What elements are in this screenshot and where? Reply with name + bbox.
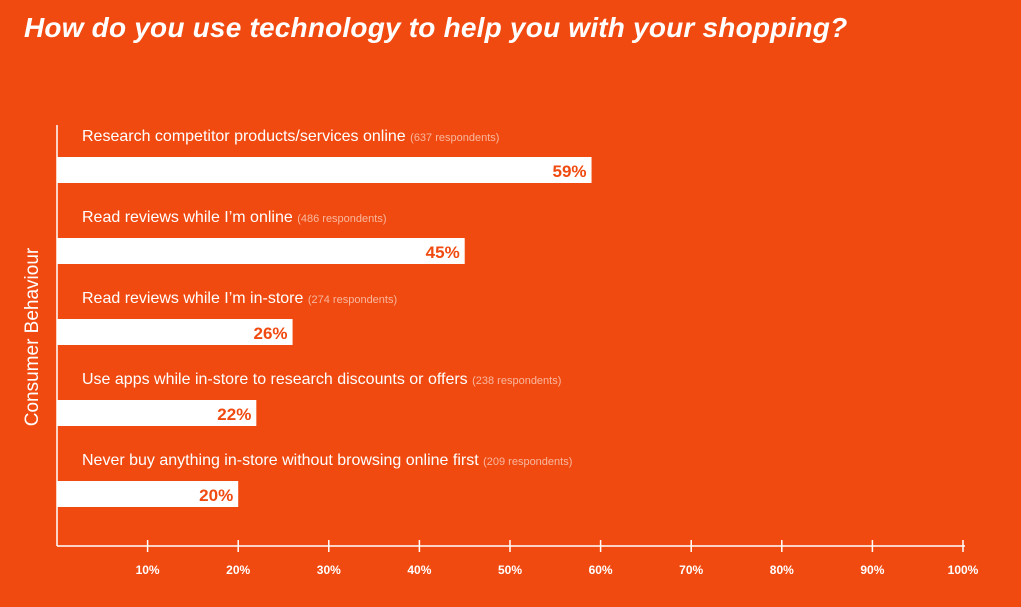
x-tick-label: 50%	[498, 563, 522, 577]
page-title: How do you use technology to help you wi…	[24, 12, 848, 43]
x-tick-label: 90%	[860, 563, 884, 577]
respondents-count: (637 respondents)	[410, 132, 499, 144]
category-label: Never buy anything in-store without brow…	[82, 452, 572, 469]
respondents-count: (209 respondents)	[483, 456, 572, 468]
bar-value-label: 22%	[217, 405, 251, 424]
bar-value-label: 20%	[199, 486, 233, 505]
category-label: Read reviews while I’m online (486 respo…	[82, 209, 386, 226]
bar-value-label: 45%	[426, 243, 460, 262]
bar	[57, 157, 592, 183]
bar	[57, 481, 239, 507]
x-tick-label: 20%	[226, 563, 250, 577]
x-tick-label: 70%	[679, 563, 703, 577]
bar	[57, 319, 293, 345]
y-axis-label: Consumer Behaviour	[22, 247, 43, 426]
respondents-count: (486 respondents)	[297, 213, 386, 225]
x-tick-label: 10%	[136, 563, 160, 577]
x-tick-label: 100%	[948, 563, 979, 577]
category-label: Research competitor products/services on…	[82, 128, 499, 145]
bars-layer	[57, 157, 592, 507]
bar	[57, 238, 465, 264]
respondents-count: (238 respondents)	[472, 375, 561, 387]
respondents-count: (274 respondents)	[308, 294, 397, 306]
bar-value-label: 26%	[254, 324, 288, 343]
x-tick-label: 30%	[317, 563, 341, 577]
category-label: Use apps while in-store to research disc…	[82, 371, 561, 388]
bar	[57, 400, 257, 426]
axis-layer: 10% 20% 30% 40% 50% 60% 70% 80% 90% 100%	[56, 125, 979, 577]
bar-value-label: 59%	[553, 162, 587, 181]
labels-layer: 59% Research competitor products/services…	[82, 128, 587, 505]
x-tick-label: 40%	[407, 563, 431, 577]
x-tick-label: 60%	[589, 563, 613, 577]
x-tick-label: 80%	[770, 563, 794, 577]
category-label: Read reviews while I’m in-store (274 res…	[82, 290, 397, 307]
